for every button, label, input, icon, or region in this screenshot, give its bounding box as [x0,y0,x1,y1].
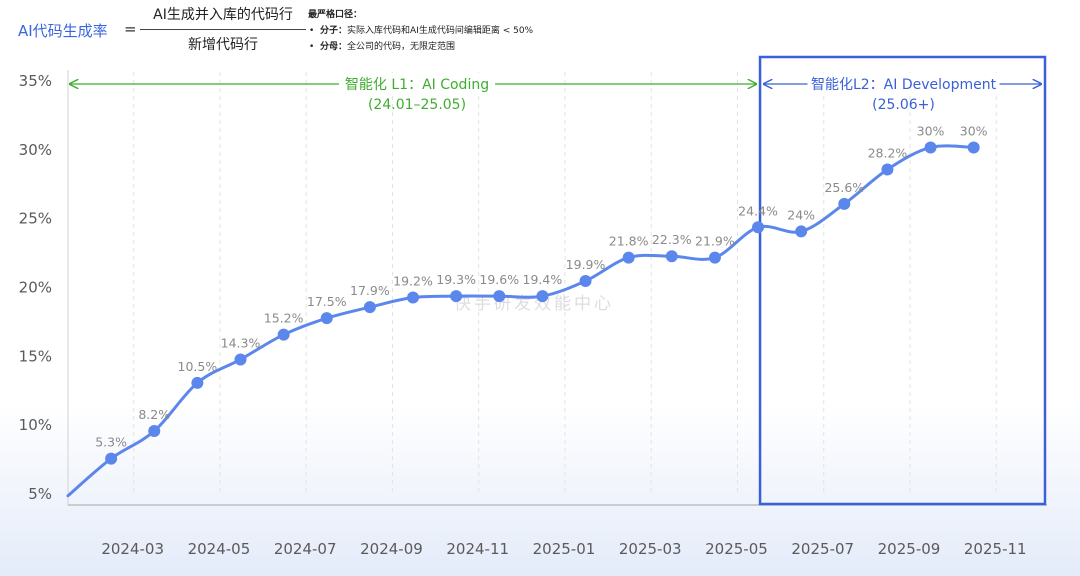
data-label: 19.6% [479,272,519,287]
data-point [795,225,808,238]
watermark: 快手研发效能中心 [454,294,614,314]
data-label: 19.9% [566,257,606,272]
axes [67,70,1047,506]
data-label: 17.5% [307,294,347,309]
data-label: 30% [960,123,988,138]
data-label: 21.8% [609,234,649,249]
rule-numerator-label: 分子： [320,26,348,36]
x-tick-label: 2024-07 [274,540,337,558]
data-label: 30% [917,123,945,138]
data-point [752,221,765,234]
x-tick-label: 2024-09 [360,540,423,558]
formula-numerator: AI生成并入库的代码行 [153,7,293,23]
data-label: 14.3% [221,335,261,350]
rules-title: 最严格口径： [308,10,363,20]
data-points [105,141,980,465]
data-label: 24.4% [738,203,778,218]
y-tick-label: 10% [19,416,52,434]
rule-denominator-label: 分母： [320,42,348,52]
x-tick-labels: 2024-03 2024-05 2024-07 2024-09 2024-11 2025-… [101,540,1026,558]
y-tick-labels: 5% 10% 15% 20% 25% 30% 35% [19,72,52,503]
data-point [579,274,592,287]
data-point [665,250,678,263]
data-point [622,251,635,264]
data-point [148,425,161,438]
x-tick-label: 2025-01 [533,540,596,558]
y-tick-label: 20% [19,279,52,297]
metric-rules: 最严格口径： 分子：实际入库代码和AI生成代码间编辑距离 < 50% 分母：全公… [308,7,533,55]
data-point [967,141,980,154]
phase-annotations: 智能化 L1：AI Coding (24.01–25.05) 智能化L2：AI De… [70,55,1047,506]
data-label: 28.2% [868,145,908,160]
rule-numerator: 分子：实际入库代码和AI生成代码间编辑距离 < 50% [308,23,533,39]
x-tick-label: 2025-09 [878,540,941,558]
grid-lines [133,72,997,493]
data-point [105,452,118,465]
watermark-text: 快手研发效能中心 [454,294,614,314]
phase-l1-label: 智能化 L1：AI Coding [345,77,489,93]
data-label: 5.3% [95,435,127,450]
formula-equals: = [124,20,137,38]
data-point [708,251,721,264]
y-tick-label: 30% [19,141,52,159]
rule-numerator-text: 实际入库代码和AI生成代码间编辑距离 < 50% [347,26,534,36]
x-tick-label: 2025-05 [705,540,768,558]
data-labels: 5.3%8.2%10.5%14.3%15.2%17.5%17.9%19.2% 19… [95,123,987,449]
phase-l1-label-bg [339,73,496,93]
y-tick-label: 25% [19,210,52,228]
x-tick-label: 2025-03 [619,540,682,558]
data-point [493,290,506,303]
y-tick-label: 15% [19,347,52,365]
x-tick-label: 2024-03 [101,540,164,558]
rule-denominator: 分母：全公司的代码，无限定范围 [308,39,533,55]
x-tick-label: 2025-07 [791,540,854,558]
data-point [234,353,247,366]
y-tick-label: 5% [28,485,52,503]
data-label: 19.3% [436,272,476,287]
data-label: 19.2% [393,274,433,289]
data-label: 15.2% [264,311,304,326]
x-tick-label: 2024-11 [446,540,509,558]
phase-l2-label: 智能化L2：AI Development [811,77,997,93]
phase-l2-label-bg [807,73,1000,93]
series-path [66,144,976,498]
data-point [363,301,376,314]
data-label: 24% [787,207,815,222]
data-point [536,290,549,303]
data-point [924,141,937,154]
data-label: 17.9% [350,283,390,298]
data-label: 8.2% [138,407,170,422]
data-point [450,290,463,303]
data-point [191,376,204,389]
data-label: 10.5% [178,359,218,374]
data-label: 21.9% [695,234,735,249]
x-tick-label: 2024-05 [188,540,251,558]
y-tick-label: 35% [19,72,52,90]
data-point [838,197,851,210]
rule-denominator-text: 全公司的代码，无限定范围 [347,42,456,52]
fraction-bar [140,29,306,30]
series-line [66,144,976,498]
data-point [277,328,290,341]
formula-denominator: 新增代码行 [188,37,258,53]
data-label: 19.4% [523,272,563,287]
data-label: 25.6% [824,180,864,195]
data-point [407,291,420,304]
formula-lhs: AI代码生成率 [18,22,108,40]
x-tick-label: 2025-11 [964,540,1027,558]
phase-l2-box [758,55,1047,506]
data-point [320,312,333,325]
phase-l2-range: (25.06+) [872,97,935,113]
data-label: 22.3% [652,232,692,247]
data-point [881,163,894,176]
phase-l1-range: (24.01–25.05) [368,97,466,113]
